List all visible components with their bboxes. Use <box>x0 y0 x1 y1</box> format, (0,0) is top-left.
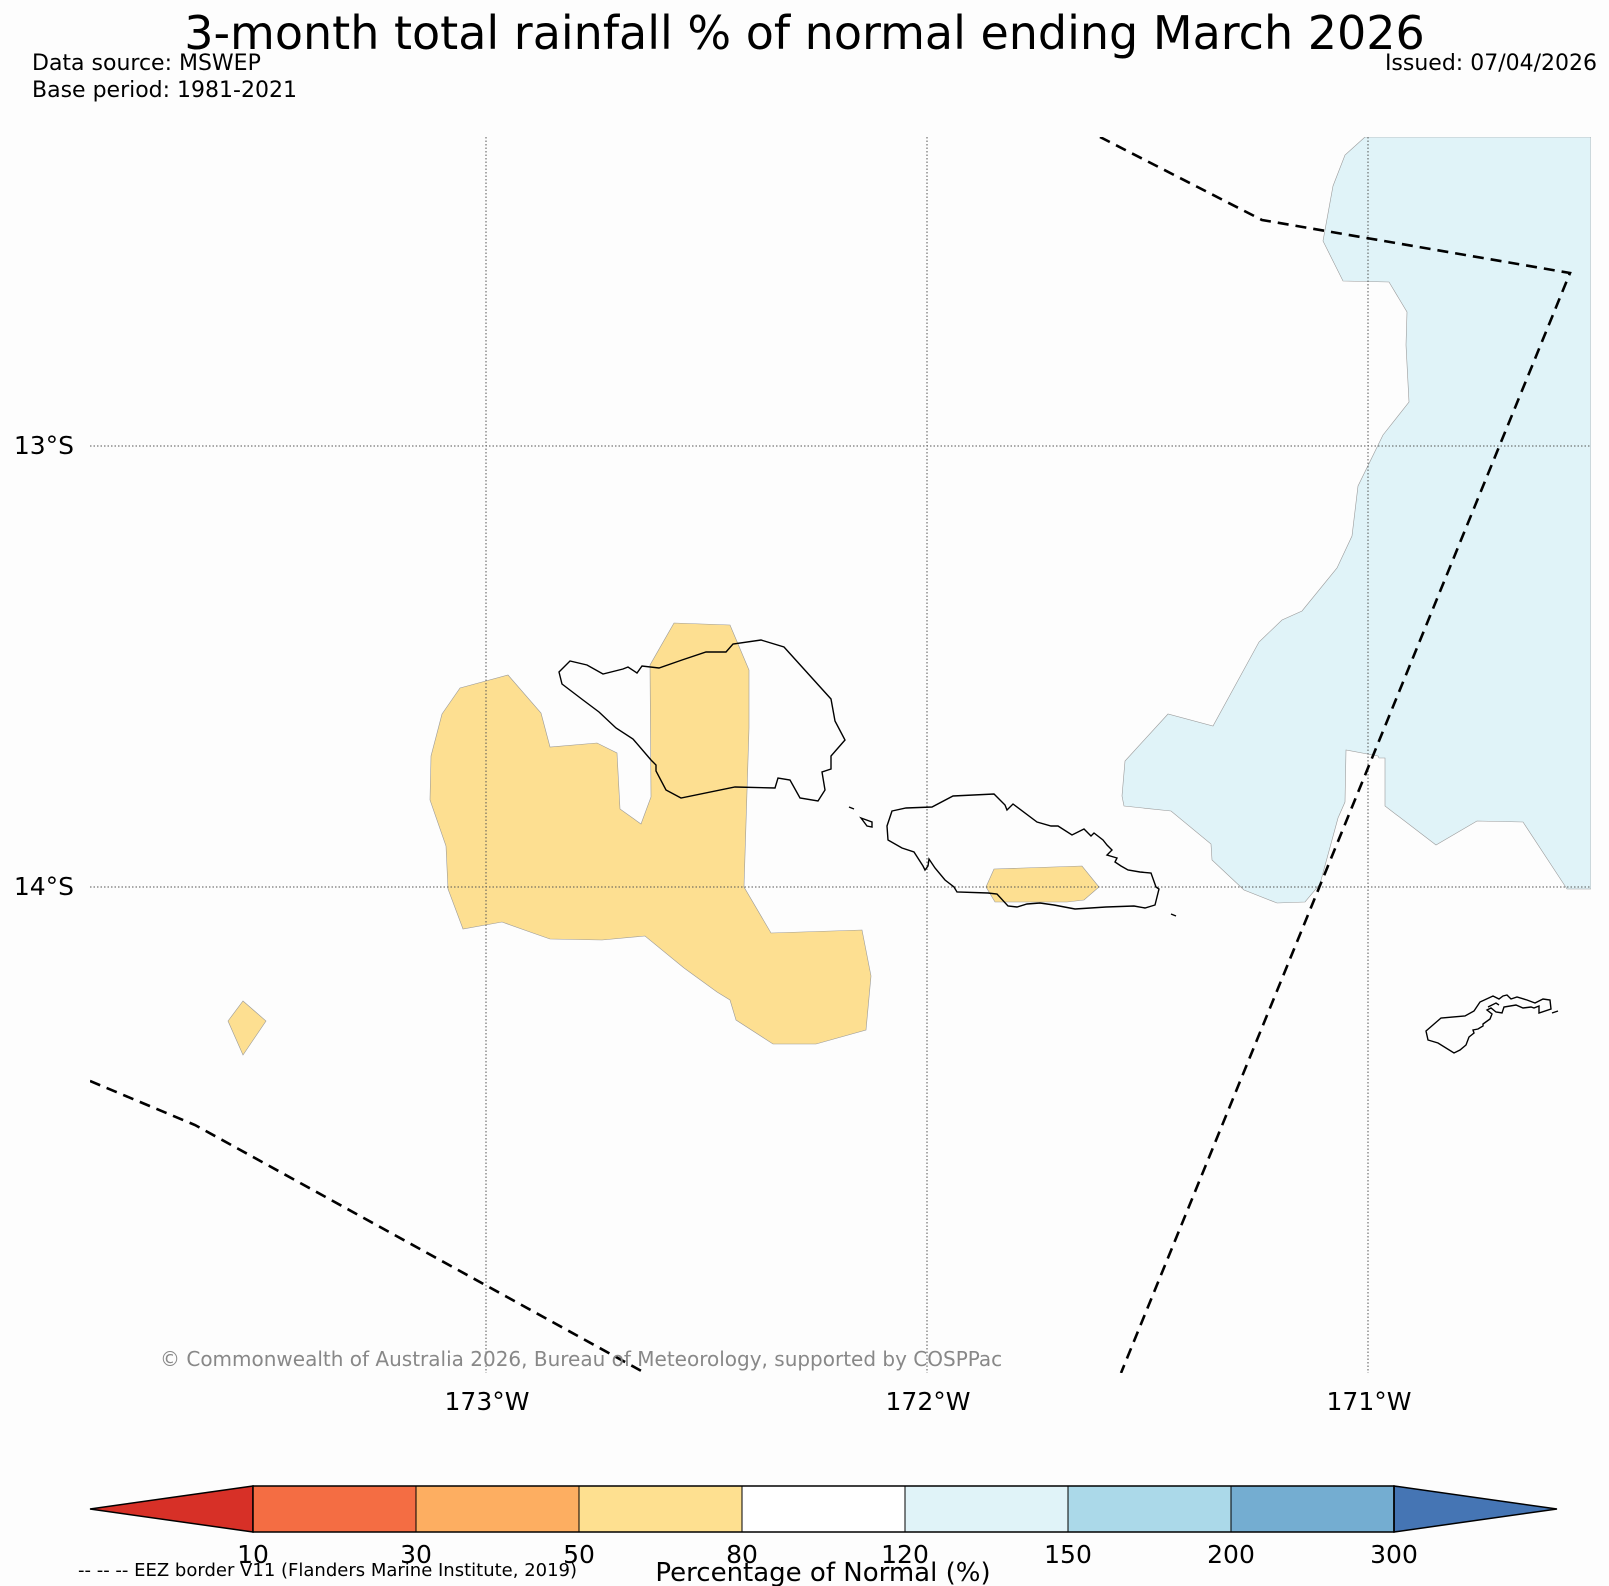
colorbar-tick-50: 50 <box>563 1540 595 1569</box>
rainfall-region-50-80-upolu <box>429 622 872 1045</box>
colorbar-segment-10-30 <box>253 1486 416 1532</box>
rainfall-region-50-80-small <box>227 1000 267 1056</box>
base-period: Base period: 1981-2021 <box>32 78 297 103</box>
copyright-notice: © Commonwealth of Australia 2026, Bureau… <box>160 1347 1002 1371</box>
rainfall-region-120-150 <box>1121 137 1591 904</box>
map-title: 3-month total rainfall % of normal endin… <box>184 6 1425 60</box>
colorbar-segment-50-80 <box>579 1486 742 1532</box>
colorbar-tick-200: 200 <box>1207 1540 1255 1569</box>
eez-legend: -- -- -- EEZ border V11 (Flanders Marine… <box>78 1560 577 1581</box>
colorbar-segment-150-200 <box>1068 1486 1231 1532</box>
colorbar-over-triangle <box>1393 1485 1558 1533</box>
lon-label-173w: 173°W <box>445 1387 530 1416</box>
lat-label-13s: 13°S <box>14 431 74 460</box>
coastline-upolu <box>558 639 846 802</box>
colorbar-segment-80-120 <box>742 1486 905 1532</box>
lon-label-172w: 172°W <box>886 1387 971 1416</box>
coastline-savaii <box>886 793 1160 910</box>
map-area <box>90 137 1591 1373</box>
colorbar-segment-30-50 <box>416 1486 579 1532</box>
coastline-island-small <box>859 816 873 828</box>
colorbar-tick-150: 150 <box>1044 1540 1092 1569</box>
graticule <box>90 137 1591 1373</box>
rainfall-region-50-80-manono <box>985 865 1100 903</box>
data-source: Data source: MSWEP <box>32 51 261 76</box>
coastlines <box>558 639 1559 1054</box>
colorbar-tick-30: 30 <box>400 1540 432 1569</box>
coastline-tutuila <box>1425 994 1552 1054</box>
colorbar-tick-80: 80 <box>726 1540 758 1569</box>
colorbar-label: Percentage of Normal (%) <box>655 1558 990 1586</box>
colorbar-tick-10: 10 <box>237 1540 269 1569</box>
colorbar-under-triangle <box>89 1485 254 1533</box>
colorbar-tick-300: 300 <box>1370 1540 1418 1569</box>
lat-label-14s: 14°S <box>14 872 74 901</box>
colorbar-segment-120-150 <box>905 1486 1068 1532</box>
colorbar: 10 30 50 80 120 150 200 300 Percentage o… <box>78 1485 1558 1586</box>
colorbar-tick-120: 120 <box>881 1540 929 1569</box>
colorbar-segment-200-300 <box>1231 1486 1394 1532</box>
issued-date: Issued: 07/04/2026 <box>1384 51 1597 76</box>
lon-label-171w: 171°W <box>1327 1387 1412 1416</box>
eez-borders <box>90 137 1572 1373</box>
